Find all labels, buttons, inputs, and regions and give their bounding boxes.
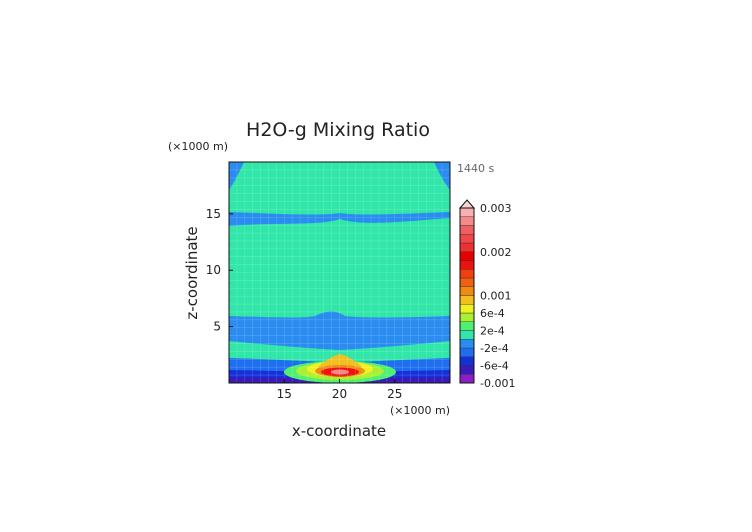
x-unit-label: (×1000 m) [390,404,450,417]
x-tick-label: 20 [332,387,347,401]
y-axis-label: z-coordinate [183,226,201,319]
colorbar-label: -6e-4 [480,360,509,373]
colorbar-swatch [459,242,475,252]
region-upper-left-corner [229,162,244,190]
x-tick-label: 15 [277,387,292,401]
colorbar-swatch [459,295,475,305]
colorbar-swatch [459,330,475,340]
time-label: 1440 s [457,162,494,175]
colorbar-swatch [459,365,475,375]
colorbar-swatch [459,225,475,235]
colorbar-swatch [459,207,475,217]
x-tick-label: 25 [387,387,402,401]
colorbar-swatch [459,312,475,322]
y-unit-label: (×1000 m) [168,140,228,153]
colorbar-swatch [459,347,475,357]
colorbar-swatch [459,234,475,244]
colorbar-swatch [459,339,475,349]
colorbar-swatch [459,374,475,384]
colorbar-label: -2e-4 [480,342,509,355]
colorbar-label: 0.001 [480,290,512,303]
x-axis-label: x-coordinate [292,422,386,440]
colorbar-swatch [459,251,475,261]
colorbar-swatch [459,216,475,226]
colorbar-label: 2e-4 [480,325,505,338]
y-tick-label: 10 [206,263,221,277]
colorbar-swatch [459,269,475,279]
y-tick-label: 5 [213,320,221,334]
region-plume-peak [331,369,349,375]
chart-title: H2O-g Mixing Ratio [246,119,430,141]
region-mid-lower-band [229,311,450,350]
region-upper-band [229,212,450,226]
colorbar-label: 6e-4 [480,307,505,320]
colorbar-label: 0.002 [480,246,512,259]
colorbar-swatch [459,304,475,314]
region-upper-right-corner [434,162,450,190]
axis-ticks: 15 20 25 5 10 15 [206,207,403,401]
colorbar-swatch [459,260,475,270]
colorbar-swatch [459,277,475,287]
colorbar-extend-arrow [458,199,476,209]
plot-area [229,162,450,383]
colorbar: 0.003 0.002 0.001 6e-4 2e-4 -2e-4 -6e-4 -0.001 [458,199,515,390]
colorbar-label: -0.001 [480,377,515,390]
colorbar-label: 0.003 [480,202,512,215]
grid [229,162,450,383]
y-tick-label: 15 [206,207,221,221]
colorbar-swatch [459,286,475,296]
colorbar-swatch [459,356,475,366]
colorbar-swatch [459,321,475,331]
